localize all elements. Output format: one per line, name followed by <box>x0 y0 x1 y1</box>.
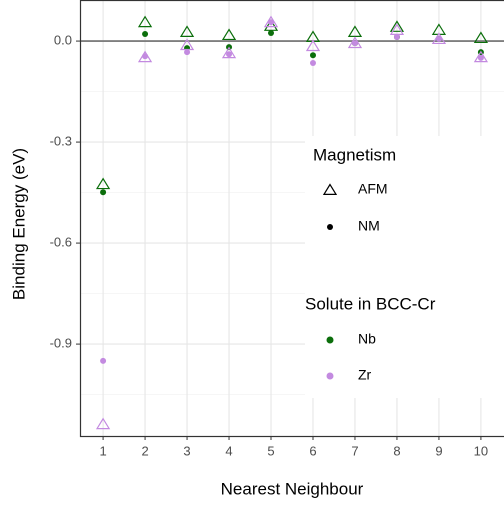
point <box>347 25 363 37</box>
x-tick-label: 3 <box>183 443 190 458</box>
point <box>142 31 149 38</box>
legend-label: AFM <box>358 181 388 197</box>
x-tick-label: 8 <box>393 443 400 458</box>
point <box>137 50 153 63</box>
point <box>142 53 149 60</box>
point <box>95 177 111 190</box>
y-tick-label: -0.3 <box>50 134 72 149</box>
x-tick-label: 10 <box>474 443 488 458</box>
x-tick-label: 4 <box>225 443 232 458</box>
point <box>221 28 237 41</box>
x-tick-label: 9 <box>435 443 442 458</box>
legend: Magnetism AFM NM Solute in BCC-Cr Nb Zr <box>305 145 436 382</box>
legend-symbol <box>326 336 334 344</box>
point <box>263 15 279 28</box>
y-tick-label: -0.9 <box>50 336 72 351</box>
point <box>100 189 107 196</box>
point <box>309 52 316 59</box>
legend-background <box>305 136 504 398</box>
point <box>347 36 363 49</box>
x-tick-label: 1 <box>99 443 106 458</box>
legend-symbol <box>322 183 338 195</box>
x-axis-title: Nearest Neighbour <box>221 479 364 498</box>
point <box>226 51 233 58</box>
point <box>351 40 358 47</box>
x-tick-label: 2 <box>141 443 148 458</box>
point <box>137 15 153 28</box>
y-axis-title: Binding Energy (eV) <box>9 148 28 300</box>
point <box>184 49 191 56</box>
legend-title: Solute in BCC-Cr <box>305 294 436 313</box>
legend-symbol <box>326 372 334 380</box>
point <box>473 31 489 44</box>
point <box>221 46 237 59</box>
point <box>431 32 447 45</box>
legend-title: Magnetism <box>313 145 396 164</box>
point <box>393 34 400 41</box>
point <box>305 39 321 52</box>
y-tick-label: 0.0 <box>54 33 72 48</box>
legend-label: Nb <box>358 331 376 347</box>
axes: -0.9 -0.6 -0.3 0.0 1 2 3 4 5 6 7 8 9 10 <box>50 33 489 459</box>
legend-label: NM <box>358 218 380 234</box>
x-tick-label: 5 <box>267 443 274 458</box>
legend-label: Zr <box>358 367 372 383</box>
marks <box>80 15 504 430</box>
point <box>95 417 111 430</box>
y-tick-label: -0.6 <box>50 235 72 250</box>
x-tick-label: 7 <box>351 443 358 458</box>
point <box>100 357 107 364</box>
point <box>389 20 405 32</box>
legend-symbol <box>327 224 333 230</box>
point <box>477 54 484 61</box>
panel-border <box>79 0 504 438</box>
point <box>473 50 489 63</box>
point <box>309 59 316 66</box>
point <box>435 36 442 43</box>
point <box>268 19 275 26</box>
point <box>179 25 195 37</box>
x-tick-label: 6 <box>309 443 316 458</box>
point <box>268 29 275 36</box>
